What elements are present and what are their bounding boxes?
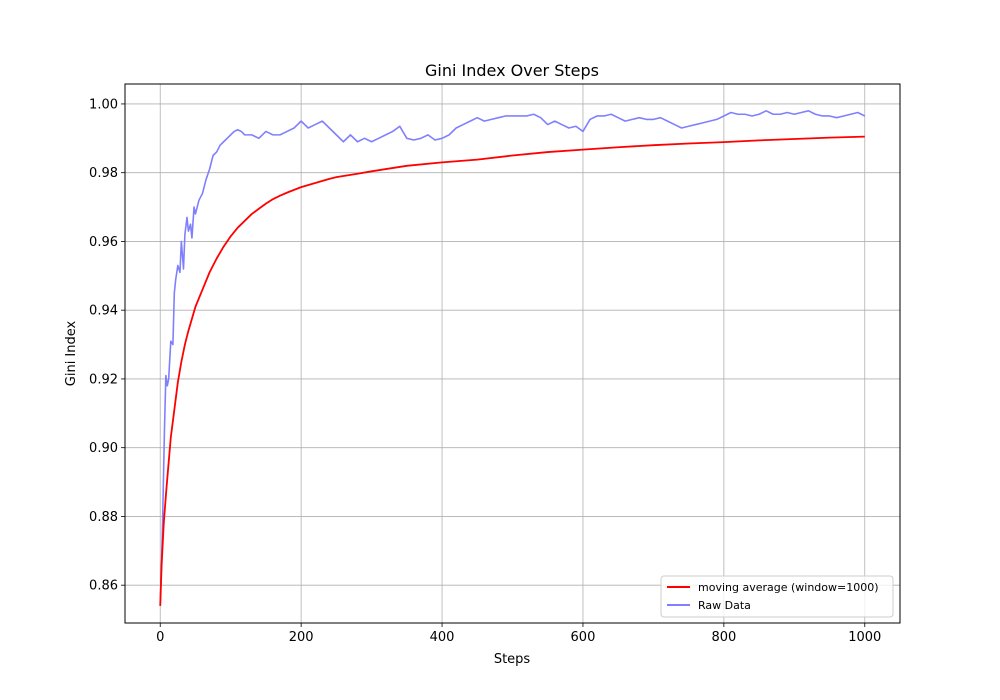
chart-title: Gini Index Over Steps	[425, 61, 599, 80]
legend: moving average (window=1000) Raw Data	[660, 575, 894, 618]
y-axis-label: Gini Index	[64, 320, 79, 386]
x-tick-label: 600	[571, 630, 596, 645]
y-tick-label: 0.98	[89, 166, 118, 181]
x-tick-label: 0	[156, 630, 164, 645]
series-moving-average-line	[159, 135, 865, 606]
x-tick-label: 400	[430, 630, 455, 645]
grid	[125, 84, 900, 623]
y-tick-label: 0.94	[89, 304, 118, 319]
y-tick-label: 0.88	[89, 510, 118, 525]
x-tick-label: 200	[289, 630, 314, 645]
legend-box	[660, 575, 894, 618]
legend-label-moving-average: moving average (window=1000)	[698, 581, 879, 594]
x-axis-label: Steps	[494, 652, 531, 667]
ticks: 0 200 400 600 800 1000 0.86 0.88 0.90 0.92 0.94 0.9…	[89, 97, 881, 645]
y-tick-label: 1.00	[89, 97, 118, 112]
series-layer	[159, 110, 866, 606]
series-raw-data-line	[159, 110, 866, 606]
y-tick-label: 0.96	[89, 235, 118, 250]
plot-frame	[124, 83, 901, 624]
y-tick-label: 0.86	[89, 579, 118, 594]
y-tick-label: 0.90	[89, 441, 118, 456]
legend-label-raw-data: Raw Data	[698, 599, 751, 612]
x-tick-label: 1000	[848, 630, 881, 645]
y-tick-label: 0.92	[89, 372, 118, 387]
x-tick-label: 800	[711, 630, 736, 645]
